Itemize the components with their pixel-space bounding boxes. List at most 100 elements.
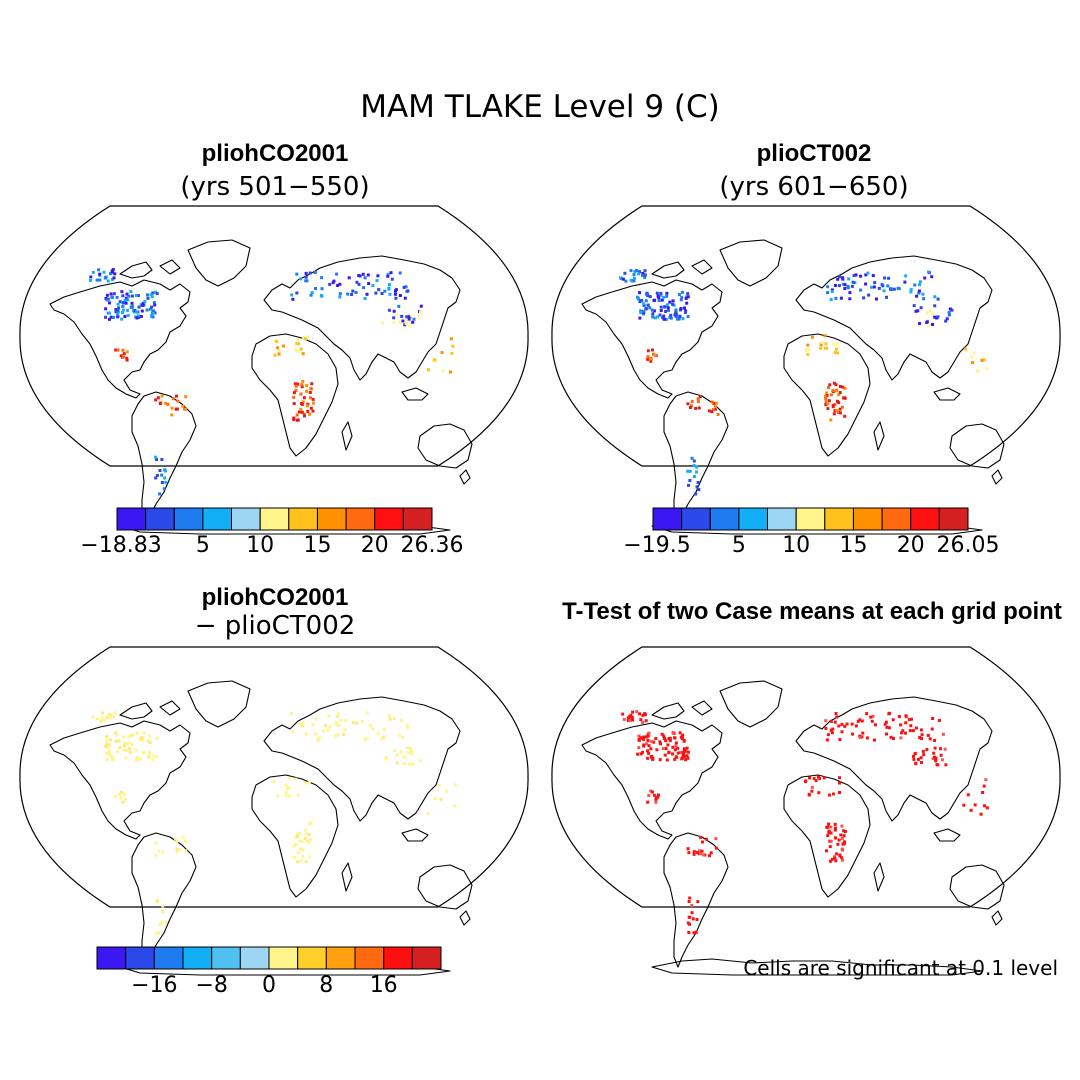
grid-cell — [676, 746, 680, 750]
grid-cell — [158, 923, 162, 927]
grid-cell — [287, 776, 291, 780]
grid-cell — [318, 736, 322, 740]
grid-cell — [688, 469, 692, 473]
grid-cell — [832, 412, 836, 416]
grid-cell — [445, 789, 449, 793]
grid-cell — [105, 735, 109, 738]
grid-cell — [852, 274, 856, 278]
grid-cell — [110, 295, 114, 299]
grid-cell — [394, 312, 398, 316]
grid-cell — [392, 316, 396, 320]
grid-cell — [632, 273, 636, 277]
grid-cell — [909, 290, 913, 294]
grid-cell — [328, 282, 332, 286]
grid-cell — [933, 304, 937, 308]
grid-cell — [940, 758, 944, 762]
grid-cell — [639, 736, 643, 740]
grid-cell — [123, 299, 127, 303]
grid-cell — [125, 358, 129, 362]
grid-cell — [388, 714, 392, 718]
grid-cell — [646, 749, 649, 753]
grid-cell — [123, 744, 127, 748]
grid-cell — [807, 348, 811, 352]
colorbar-swatch — [345, 507, 376, 531]
colorbar-tick-label: 5 — [732, 533, 746, 558]
grid-cell — [405, 318, 408, 322]
grid-cell — [891, 718, 895, 722]
grid-cell — [851, 732, 854, 736]
grid-cell — [619, 276, 622, 280]
grid-cell — [130, 301, 134, 305]
grid-cell — [453, 783, 457, 787]
grid-cell — [301, 855, 305, 858]
grid-cell — [403, 762, 406, 766]
grid-cell — [695, 465, 699, 469]
panel-title: T-Test of two Case means at each grid po… — [562, 598, 1062, 625]
grid-cell — [175, 394, 178, 398]
grid-cell — [826, 285, 830, 289]
grid-cell — [658, 740, 662, 744]
grid-cell — [111, 714, 115, 718]
grid-cell — [848, 291, 852, 295]
grid-cell — [638, 291, 641, 295]
grid-cell — [673, 736, 677, 740]
grid-cell — [919, 306, 923, 310]
grid-cell — [838, 391, 842, 395]
grid-cell — [823, 334, 827, 338]
grid-cell — [931, 313, 935, 316]
grid-cell — [827, 386, 830, 390]
grid-cell — [122, 355, 126, 359]
grid-cell — [392, 717, 396, 721]
grid-cell — [152, 311, 156, 315]
grid-cell — [649, 359, 653, 363]
grid-cell — [710, 410, 714, 414]
grid-cell — [109, 272, 112, 276]
grid-cell — [387, 287, 391, 291]
grid-cell — [847, 277, 851, 281]
grid-cell — [284, 793, 288, 797]
grid-cell — [639, 311, 643, 315]
grid-cell — [294, 777, 298, 781]
grid-cell — [714, 837, 718, 841]
grid-cell — [100, 717, 104, 721]
grid-cell — [398, 271, 402, 275]
grid-cell — [908, 729, 912, 733]
figure-title: MAM TLAKE Level 9 (C) — [360, 89, 720, 125]
grid-cell — [668, 300, 672, 304]
grid-cell — [297, 410, 301, 414]
grid-cell — [304, 781, 308, 785]
grid-cell — [684, 310, 687, 314]
grid-cell — [399, 750, 403, 754]
grid-cell — [155, 473, 159, 477]
grid-cell — [368, 724, 372, 727]
grid-cell — [326, 729, 330, 732]
colorbar-swatch — [173, 507, 204, 531]
grid-cell — [298, 722, 302, 726]
grid-cell — [866, 271, 870, 275]
grid-cell — [652, 793, 656, 797]
grid-cell — [854, 724, 858, 728]
grid-cell — [152, 301, 156, 305]
grid-cell — [686, 750, 690, 754]
grid-cell — [804, 779, 808, 783]
grid-cell — [870, 719, 874, 723]
grid-cell — [407, 315, 411, 319]
grid-cell — [403, 755, 407, 759]
grid-cell — [945, 317, 949, 321]
grid-cell — [668, 739, 672, 743]
grid-cell — [394, 289, 397, 293]
grid-cell — [371, 727, 375, 731]
grid-cell — [629, 269, 633, 273]
grid-cell — [838, 738, 842, 741]
panel-title: pliohCO2001 — [202, 584, 349, 611]
grid-cell — [127, 294, 131, 298]
grid-cell — [403, 323, 407, 327]
grid-cell — [120, 790, 124, 794]
panels: pliohCO2001 (yrs 501−550) −18.83 5 10 15 20 26.… — [19, 140, 1062, 998]
grid-cell — [836, 411, 840, 414]
grid-cell — [404, 322, 408, 325]
colorbar-swatch — [297, 946, 327, 970]
grid-cell — [885, 725, 889, 729]
grid-cell — [928, 737, 932, 741]
grid-cell — [644, 299, 648, 303]
